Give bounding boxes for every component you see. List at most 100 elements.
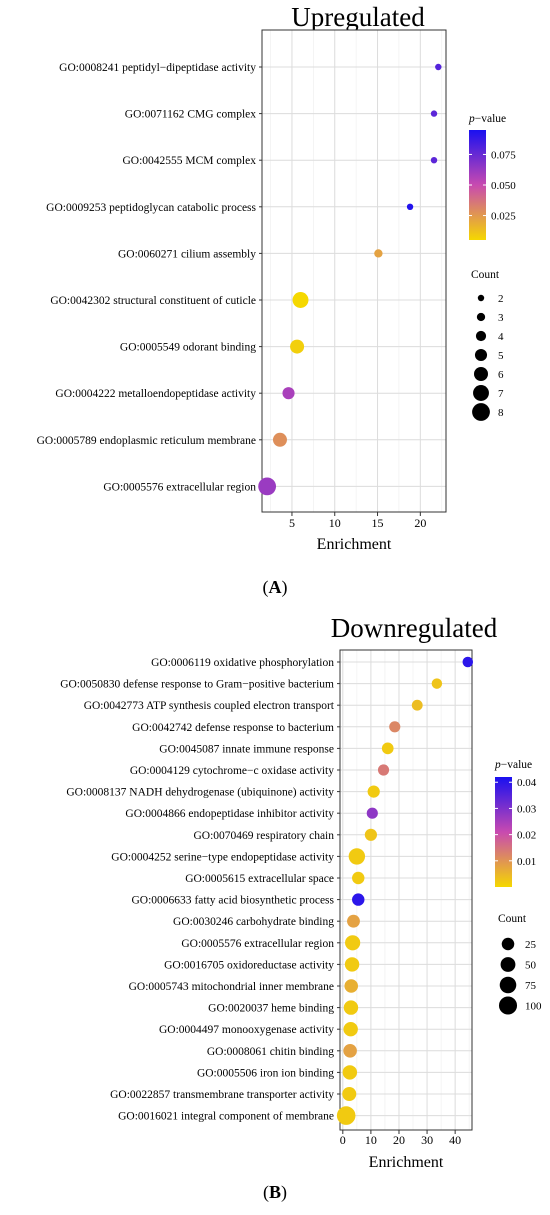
size-legend-label: 75: [525, 980, 537, 992]
y-tick-label: GO:0070469 respiratory chain: [193, 830, 334, 842]
term-id: GO:0004222: [55, 388, 118, 400]
term-id: GO:0005743: [129, 981, 192, 993]
term-name: extracellular region: [166, 481, 256, 493]
size-legend-title: Count: [471, 269, 500, 281]
data-point: [462, 656, 474, 668]
x-tick-label: 10: [329, 516, 341, 530]
term-id: GO:0005576: [181, 938, 244, 950]
colorbar-tick-label: 0.075: [491, 149, 516, 161]
data-point: [344, 957, 360, 972]
term-name: odorant binding: [183, 342, 256, 354]
y-tick-label: GO:0042773 ATP synthesis coupled electro…: [84, 700, 335, 712]
term-id: GO:0030246: [173, 916, 236, 928]
panel-label-letter: A: [269, 577, 282, 597]
y-tick-label: GO:0004222 metalloendopeptidase activity: [55, 388, 256, 400]
term-id: GO:0060271: [118, 248, 181, 260]
panel-label-letter: B: [269, 1182, 281, 1202]
data-point: [258, 477, 277, 496]
term-name: fatty acid biosynthetic process: [194, 895, 334, 907]
y-tick-label: GO:0016021 integral component of membran…: [118, 1111, 334, 1123]
data-point: [381, 742, 394, 755]
size-legend-key: [474, 367, 488, 381]
y-tick-label: GO:0005576 extracellular region: [103, 481, 256, 493]
term-id: GO:0005576: [103, 481, 166, 493]
term-id: GO:0004866: [125, 808, 188, 820]
term-id: GO:0016021: [118, 1111, 181, 1123]
y-tick-label: GO:0008241 peptidyl−dipeptidase activity: [59, 62, 256, 74]
y-tick-label: GO:0071162 CMG complex: [125, 109, 256, 121]
data-point: [377, 764, 390, 776]
size-legend-label: 100: [525, 1001, 542, 1013]
size-legend-key: [476, 312, 486, 322]
data-point: [430, 157, 438, 164]
data-point: [347, 914, 360, 928]
data-point: [290, 339, 305, 354]
data-point: [364, 828, 377, 841]
term-name: peptidoglycan catabolic process: [109, 202, 256, 214]
term-id: GO:0006633: [132, 895, 195, 907]
panel-label: (A): [263, 577, 288, 598]
data-point: [435, 63, 442, 71]
panel-label-open: (: [263, 577, 269, 598]
term-id: GO:0045087: [159, 743, 222, 755]
term-id: GO:0042773: [84, 700, 146, 712]
term-name: endoplasmic reticulum membrane: [100, 435, 256, 447]
term-id: GO:0004252: [111, 851, 174, 863]
size-legend-key: [499, 976, 517, 994]
term-id: GO:0009253: [46, 202, 109, 214]
term-id: GO:0008241: [59, 62, 122, 74]
chart-title: Downregulated: [331, 613, 498, 643]
data-point: [342, 1065, 358, 1080]
data-point: [389, 721, 401, 733]
data-point: [352, 871, 365, 885]
data-point: [431, 678, 443, 689]
y-tick-label: GO:0042302 structural constituent of cut…: [50, 295, 256, 307]
colorbar-tick-label: 0.050: [491, 180, 516, 192]
size-legend-label: 2: [498, 293, 504, 305]
term-name: chitin binding: [270, 1046, 334, 1058]
size-legend-label: 3: [498, 312, 504, 324]
size-legend-key: [472, 403, 490, 421]
x-axis-title: Enrichment: [317, 536, 392, 553]
term-name: extracellular space: [248, 873, 334, 885]
size-legend-key: [500, 957, 516, 972]
data-point: [430, 110, 438, 117]
plot-border: [261, 29, 447, 513]
x-tick-label: 0: [340, 1133, 346, 1147]
colorbar-title: p−value: [468, 113, 506, 125]
term-name: carbohydrate binding: [236, 916, 334, 928]
y-tick-label: GO:0042742 defense response to bacterium: [132, 722, 334, 734]
y-tick-label: GO:0030246 carbohydrate binding: [173, 916, 334, 928]
size-legend-key: [477, 294, 485, 302]
upregulated-chart: Upregulated GO:0008241 peptidyl−dipeptida…: [37, 2, 517, 598]
term-name: structural constituent of cuticle: [113, 295, 256, 307]
y-tick-label: GO:0004129 cytochrome−c oxidase activity: [130, 765, 334, 777]
plot-area: [262, 30, 446, 512]
x-tick-label: 30: [421, 1133, 433, 1147]
plot-border: [339, 649, 473, 1131]
size-legend-label: 5: [498, 350, 504, 362]
colorbar-tick-label: 0.025: [491, 211, 516, 223]
y-tick-label: GO:0006633 fatty acid biosynthetic proce…: [132, 895, 335, 907]
term-id: GO:0004129: [130, 765, 193, 777]
term-id: GO:0042742: [132, 722, 195, 734]
size-legend-key: [475, 330, 487, 342]
colorbar-title: p−value: [494, 759, 532, 771]
size-legend-label: 6: [498, 369, 504, 381]
y-tick-label: GO:0022857 transmembrane transporter act…: [110, 1089, 334, 1101]
term-name: endopeptidase inhibitor activity: [188, 808, 334, 820]
term-name: peptidyl−dipeptidase activity: [122, 62, 256, 74]
size-legend-key: [498, 996, 518, 1015]
term-id: GO:0050830: [60, 679, 123, 691]
size-legend-label: 7: [498, 388, 504, 400]
data-point: [352, 893, 365, 906]
term-id: GO:0008061: [207, 1046, 270, 1058]
term-name: cilium assembly: [181, 248, 256, 260]
term-name: defense response to bacterium: [195, 722, 334, 734]
colorbar-tick-label: 0.01: [517, 856, 536, 868]
term-id: GO:0005506: [197, 1067, 260, 1079]
chart-title: Upregulated: [291, 2, 425, 32]
term-id: GO:0005789: [37, 435, 100, 447]
y-tick-label: GO:0016705 oxidoreductase activity: [164, 959, 334, 971]
